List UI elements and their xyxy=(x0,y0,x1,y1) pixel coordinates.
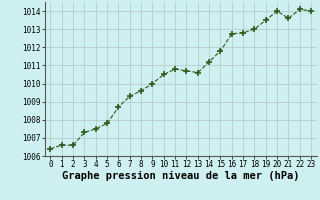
X-axis label: Graphe pression niveau de la mer (hPa): Graphe pression niveau de la mer (hPa) xyxy=(62,171,300,181)
